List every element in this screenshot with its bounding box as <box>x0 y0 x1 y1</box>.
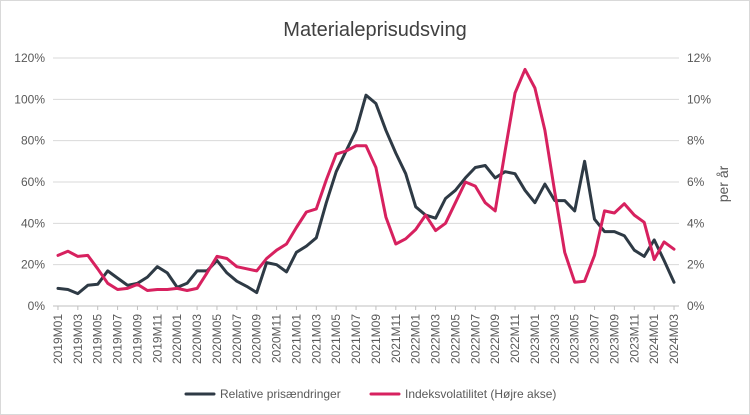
x-tick-label: 2020M01 <box>170 314 184 364</box>
y2-axis-label: per år <box>715 165 731 202</box>
x-tick-label: 2020M07 <box>230 314 244 364</box>
x-tick-label: 2020M09 <box>250 314 264 364</box>
right-axis-ticks: 0% 2% 4% 6% 8% 10% 12% <box>687 51 711 313</box>
legend-label-1: Relative prisændringer <box>220 387 341 401</box>
x-tick-label: 2023M09 <box>607 314 621 364</box>
x-tick-label: 2022M07 <box>468 314 482 364</box>
left-tick-label: 100% <box>14 92 45 106</box>
right-tick-label: 10% <box>687 92 711 106</box>
right-tick-label: 0% <box>687 299 705 313</box>
x-tick-label: 2021M03 <box>309 314 323 364</box>
x-tick-label: 2020M03 <box>190 314 204 364</box>
x-tick-label: 2021M05 <box>329 314 343 364</box>
x-tick-label: 2021M07 <box>349 314 363 364</box>
left-tick-label: 0% <box>28 299 46 313</box>
x-tick-label: 2020M05 <box>210 314 224 364</box>
x-tick-label: 2019M07 <box>111 314 125 364</box>
x-tick-label: 2022M11 <box>508 314 522 363</box>
x-tick-label: 2022M03 <box>429 314 443 364</box>
legend: Relative prisændringer Indeksvolatilitet … <box>184 387 556 401</box>
x-tick-label: 2023M01 <box>528 314 542 364</box>
x-tick-label: 2021M09 <box>369 314 383 364</box>
right-tick-label: 8% <box>687 134 705 148</box>
x-tick-label: 2023M05 <box>568 314 582 364</box>
chart-title: Materialeprisudsving <box>283 19 466 41</box>
right-tick-label: 4% <box>687 216 705 230</box>
x-tick-label: 2019M09 <box>130 314 144 364</box>
left-tick-label: 60% <box>21 175 45 189</box>
x-tick-label: 2021M01 <box>289 314 303 364</box>
legend-label-2: Indeksvolatilitet (Højre akse) <box>405 387 556 401</box>
left-tick-label: 20% <box>21 258 45 272</box>
series-line-1 <box>56 93 676 296</box>
x-tick-label: 2021M11 <box>389 314 403 363</box>
x-tick-label: 2019M03 <box>71 314 85 364</box>
left-tick-label: 120% <box>14 51 45 65</box>
series-line-2 <box>56 67 676 292</box>
left-tick-label: 80% <box>21 134 45 148</box>
x-tick-label: 2023M11 <box>627 314 641 363</box>
x-tick-label: 2023M03 <box>548 314 562 364</box>
left-axis-ticks: 0% 20% 40% 60% 80% 100% 120% <box>14 51 45 313</box>
x-tick-label: 2019M11 <box>150 314 164 363</box>
x-tick-label: 2023M07 <box>588 314 602 364</box>
x-tick-label: 2019M05 <box>91 314 105 364</box>
x-tick-label: 2022M09 <box>488 314 502 364</box>
x-tick-label: 2024M01 <box>647 314 661 364</box>
x-axis-ticks: 2019M01 2019M03 2019M05 2019M07 2019M09 2019M… <box>51 306 681 364</box>
right-tick-label: 12% <box>687 51 711 65</box>
left-tick-label: 40% <box>21 216 45 230</box>
x-tick-label: 2024M03 <box>667 314 681 364</box>
right-tick-label: 6% <box>687 175 705 189</box>
x-tick-label: 2022M05 <box>448 314 462 364</box>
series-lines <box>56 67 676 296</box>
x-tick-label: 2019M01 <box>51 314 65 364</box>
x-tick-label: 2020M11 <box>270 314 284 363</box>
right-tick-label: 2% <box>687 258 705 272</box>
x-tick-label: 2022M01 <box>409 314 423 364</box>
